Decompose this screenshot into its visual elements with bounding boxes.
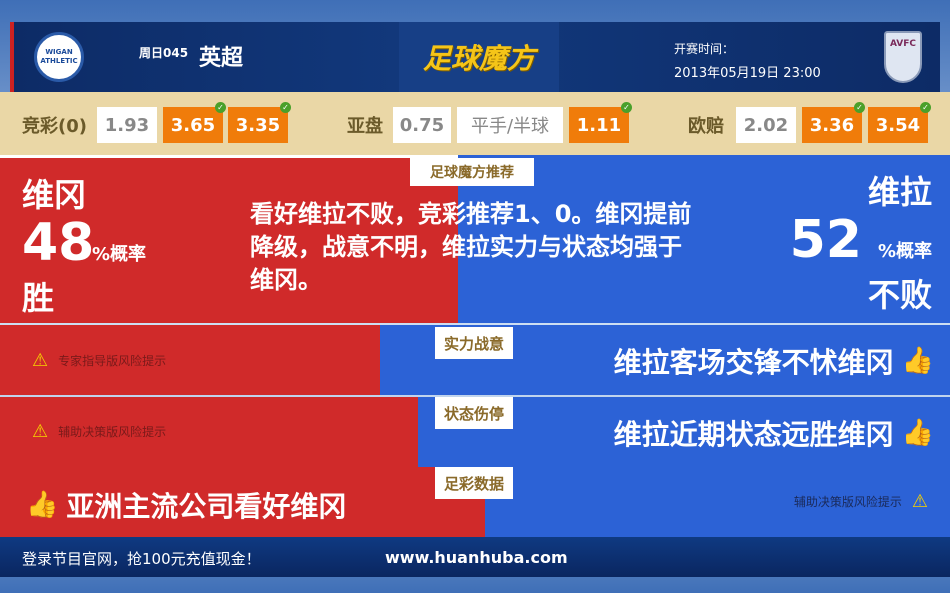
- match-number: 周日045: [139, 46, 189, 60]
- warning-icon: ⚠: [32, 421, 49, 442]
- row1-text: 维拉客场交锋不怵维冈 👍: [613, 346, 934, 379]
- row2-tag: 状态伤停: [435, 397, 513, 429]
- odds-bar: 竞彩(0) 1.93 3.65 ✓ 3.35 ✓ 亚盘 0.75 平手/半球 1.1…: [0, 92, 950, 155]
- footer: 登录节目官网，抢100元充值现金！ www.huanhuba.com: [0, 537, 950, 577]
- odds-value: 3.65 ✓: [163, 102, 226, 143]
- away-pct: 52: [789, 210, 862, 270]
- thumbs-up-icon: 👍: [901, 418, 934, 448]
- risk-warning[interactable]: ⚠ 辅助决策版风险提示: [32, 421, 167, 442]
- away-pct-unit: %概率: [877, 241, 932, 262]
- check-icon: ✓: [920, 102, 931, 113]
- warning-icon: ⚠: [32, 350, 49, 371]
- row3-text: 👍 亚洲主流公司看好维冈: [26, 490, 347, 523]
- kickoff-label: 开赛时间：: [674, 42, 735, 56]
- wigan-badge: WIGAN ATHLETIC: [34, 32, 84, 82]
- check-icon: ✓: [854, 102, 865, 113]
- row3-home: 👍 亚洲主流公司看好维冈: [0, 467, 485, 537]
- home-prediction: 维冈 48 %概率 胜: [0, 155, 458, 323]
- odds-value: 1.11 ✓: [569, 102, 632, 143]
- row3-away: 辅助决策版风险提示 ⚠: [485, 467, 950, 537]
- check-icon: ✓: [280, 102, 291, 113]
- row1-home: ⚠ 专家指导版风险提示: [0, 325, 380, 395]
- handicap-value: 平手/半球: [457, 107, 563, 143]
- thumbs-up-icon: 👍: [901, 346, 934, 376]
- home-pct-unit: %概率: [92, 244, 147, 265]
- odds-value: 2.02: [736, 107, 796, 143]
- jingcai-label: 竞彩(0): [22, 116, 87, 137]
- odds-value: 3.54 ✓: [868, 102, 931, 143]
- home-pct: 48: [22, 213, 95, 273]
- home-result: 胜: [22, 279, 55, 317]
- check-icon: ✓: [215, 102, 226, 113]
- odds-value: 3.36 ✓: [802, 102, 865, 143]
- risk-warning[interactable]: 辅助决策版风险提示 ⚠: [793, 491, 928, 512]
- risk-warning[interactable]: ⚠ 专家指导版风险提示: [32, 350, 167, 371]
- logo: 足球魔方: [399, 22, 559, 92]
- league-name: 英超: [199, 46, 244, 71]
- odds-value: 0.75: [393, 107, 451, 143]
- site-url[interactable]: www.huanhuba.com: [385, 548, 568, 567]
- away-team: 维拉: [867, 173, 932, 211]
- euro-label: 欧赔: [688, 116, 724, 137]
- match-header: WIGAN ATHLETIC 周日045 英超 足球魔方 开赛时间： 2013年…: [10, 22, 940, 92]
- row1-away: 维拉客场交锋不怵维冈 👍: [380, 325, 950, 395]
- kickoff-time: 2013年05月19日 23:00: [674, 66, 821, 81]
- home-team: 维冈: [22, 176, 87, 214]
- row1-tag: 实力战意: [435, 327, 513, 359]
- warning-icon: ⚠: [911, 491, 928, 512]
- recommend-tag: 足球魔方推荐: [410, 158, 534, 186]
- thumbs-up-icon: 👍: [26, 490, 59, 520]
- promo-text: 登录节目官网，抢100元充值现金！: [22, 550, 261, 568]
- villa-badge: AVFC: [884, 31, 922, 83]
- odds-value: 3.35 ✓: [228, 102, 291, 143]
- row3-tag: 足彩数据: [435, 467, 513, 499]
- odds-value: 1.93: [97, 107, 157, 143]
- away-prediction: 维拉 52 %概率 不败: [458, 155, 950, 323]
- away-result: 不败: [867, 276, 932, 314]
- check-icon: ✓: [621, 102, 632, 113]
- recommend-text: 看好维拉不败，竞彩推荐1、0。维冈提前降级，战意不明，维拉实力与状态均强于维冈。: [250, 200, 692, 294]
- row2-text: 维拉近期状态远胜维冈 👍: [613, 418, 934, 451]
- row2-home: ⚠ 辅助决策版风险提示: [0, 397, 418, 467]
- asian-label: 亚盘: [347, 116, 383, 137]
